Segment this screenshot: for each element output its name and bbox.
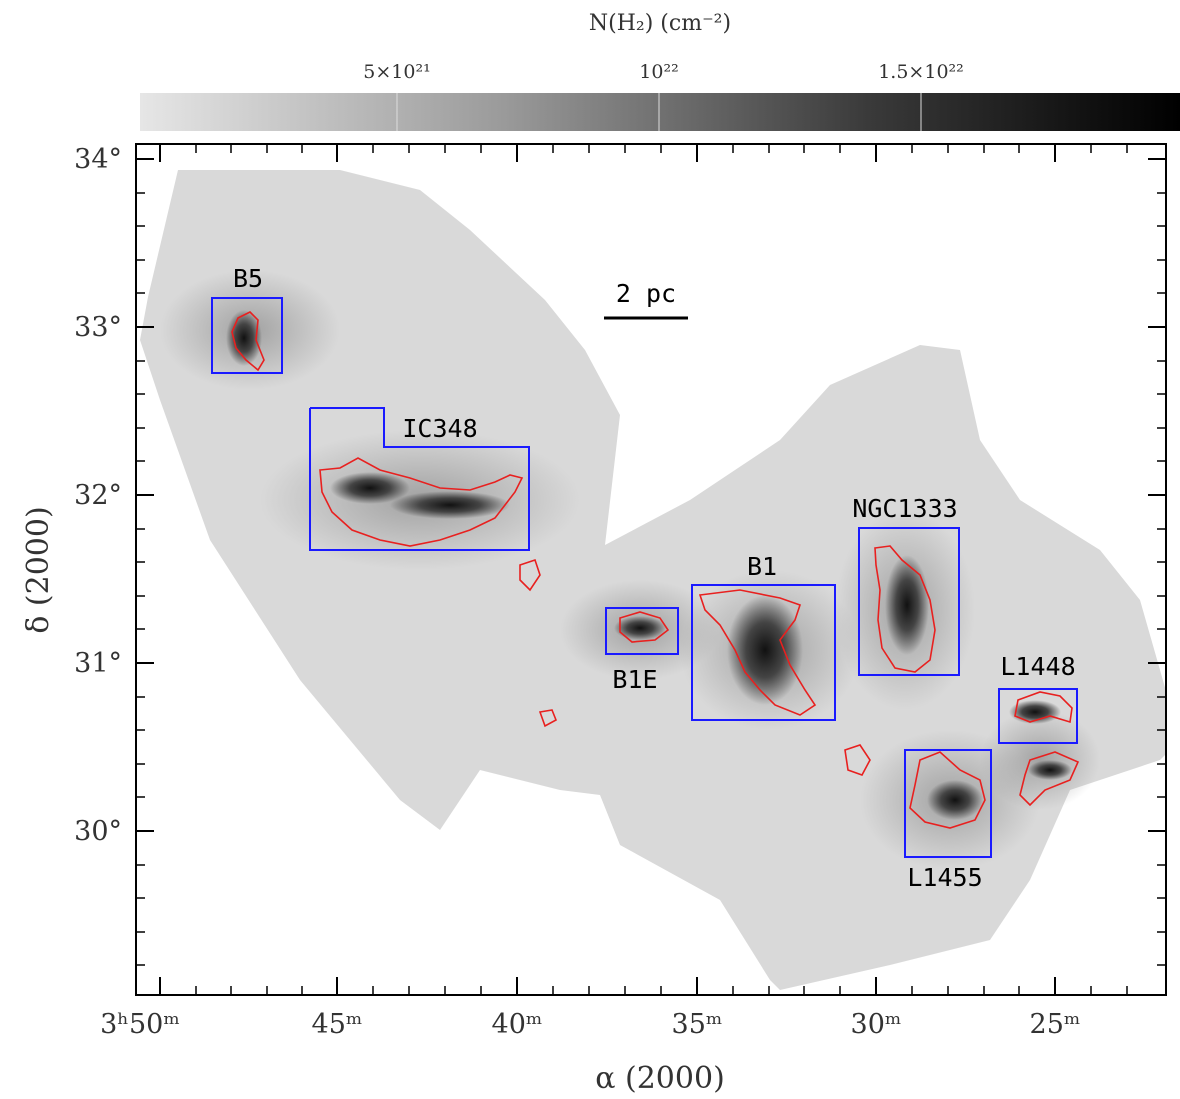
cloud-haze (980, 710, 1100, 810)
dense-core (330, 472, 410, 504)
contour-l1455 (909, 751, 986, 829)
region-boxes (211, 297, 1078, 858)
box-l1448 (998, 688, 1078, 744)
x-tick-label: 25ᵐ (1030, 1009, 1081, 1040)
y-ticks (136, 158, 1166, 832)
region-label-l1448: L1448 (1000, 652, 1075, 681)
colorbar-tick-label: 1.5×10²² (878, 61, 964, 83)
region-label-l1455: L1455 (907, 863, 982, 892)
density-contours (231, 311, 1080, 829)
x-minor-ticks (195, 144, 1128, 995)
y-tick-label: 33° (74, 312, 122, 343)
y-tick-label: 34° (74, 144, 122, 175)
y-axis-label: δ (2000) (21, 506, 56, 633)
dense-core (885, 555, 929, 655)
y-tick-label: 31° (74, 648, 122, 679)
colorbar: N(H₂) (cm⁻²) 5×10²¹ 10²² 1.5×10²² (140, 11, 1180, 131)
box-l1455 (904, 749, 992, 858)
contour-small (844, 744, 871, 776)
dense-core (927, 780, 983, 820)
region-label-ic348: IC348 (402, 414, 477, 443)
y-tick-label: 32° (74, 480, 122, 511)
x-tick-label: 3ʰ50ᵐ (100, 1009, 180, 1040)
x-tick-label: 40ᵐ (492, 1009, 543, 1040)
region-label-ngc1333: NGC1333 (852, 494, 957, 523)
contour-b5 (231, 311, 265, 372)
x-tick-label: 35ᵐ (672, 1009, 723, 1040)
x-axis-label: α (2000) (595, 1061, 725, 1096)
contour-ic348 (319, 457, 524, 547)
dense-core (727, 595, 803, 705)
dense-core (1028, 760, 1072, 780)
box-b1 (691, 584, 836, 721)
scale-bar-label: 2 pc (616, 279, 676, 308)
dense-core (390, 491, 510, 519)
contour-small (519, 558, 541, 592)
scale-bar: 2 pc (604, 279, 688, 320)
region-label-b1e: B1E (612, 665, 657, 694)
contour-b1e (619, 611, 670, 643)
box-ngc1333 (858, 527, 960, 676)
contour-l1455-east (1019, 751, 1080, 807)
box-b1e (605, 607, 679, 655)
y-tick-label: 30° (74, 816, 122, 847)
x-ticks (159, 144, 1056, 995)
x-tick-label: 30ᵐ (851, 1009, 902, 1040)
plot-frame (135, 143, 1167, 996)
y-minor-ticks (136, 192, 1166, 966)
region-label-b5: B5 (233, 264, 263, 293)
contour-l1448 (1014, 691, 1073, 724)
colorbar-tick-label: 10²² (639, 61, 678, 83)
dense-core (614, 616, 666, 640)
colorbar-gradient (140, 93, 1180, 131)
colorbar-title: N(H₂) (cm⁻²) (589, 11, 731, 36)
region-label-b1: B1 (747, 552, 777, 581)
box-ic348 (309, 407, 530, 551)
box-b5 (211, 297, 283, 374)
contour-b1 (698, 589, 817, 716)
x-tick-label: 45ᵐ (312, 1009, 363, 1040)
contour-small (538, 709, 558, 728)
contour-ngc1333 (874, 545, 936, 673)
colorbar-tick-label: 5×10²¹ (363, 61, 430, 83)
column-density-map (140, 170, 1166, 990)
